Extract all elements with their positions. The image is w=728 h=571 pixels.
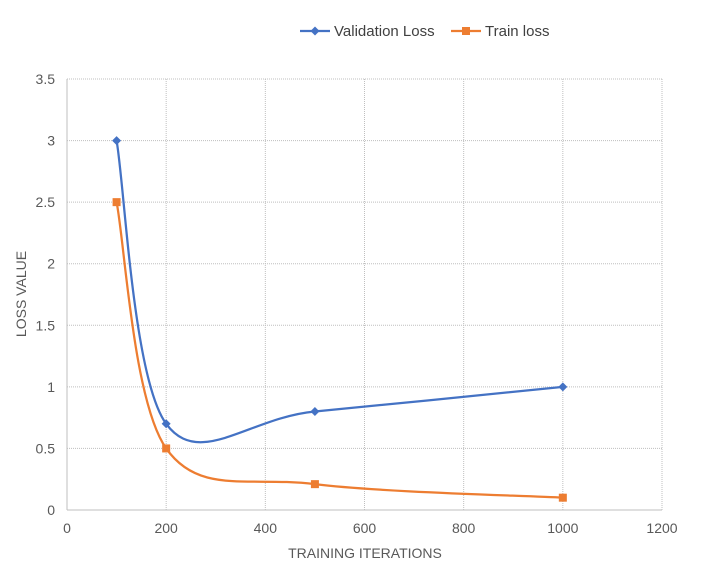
x-tick-label: 1200 — [646, 520, 677, 536]
y-tick-label: 2 — [47, 256, 55, 272]
data-point-validation-loss — [161, 419, 171, 429]
y-axis-title: LOSS VALUE — [13, 251, 29, 337]
gridlines — [66, 78, 663, 511]
legend: Validation Loss Train loss — [300, 23, 549, 40]
x-axis-title: TRAINING ITERATIONS — [288, 545, 442, 561]
data-point-train-loss — [558, 493, 567, 502]
data-point-train-loss — [162, 444, 171, 453]
y-tick-label: 3.5 — [36, 71, 56, 87]
x-axis-ticks: 0 200 400 600 800 1000 1200 — [63, 520, 678, 536]
legend-item-validation-loss: Validation Loss — [300, 23, 435, 40]
legend-label: Validation Loss — [334, 23, 435, 40]
legend-item-train-loss: Train loss — [451, 23, 549, 40]
y-tick-label: 3 — [47, 133, 55, 149]
x-tick-label: 400 — [254, 520, 278, 536]
x-tick-label: 0 — [63, 520, 71, 536]
y-tick-label: 2.5 — [36, 194, 56, 210]
y-tick-label: 0.5 — [36, 440, 56, 456]
data-point-validation-loss — [558, 382, 568, 392]
data-point-validation-loss — [310, 406, 320, 416]
legend-label: Train loss — [485, 23, 549, 40]
y-axis-ticks: 0 0.5 1 1.5 2 2.5 3 3.5 — [36, 71, 56, 518]
series-validation-loss — [112, 136, 568, 444]
data-point-train-loss — [310, 480, 319, 489]
data-point-validation-loss — [112, 136, 122, 146]
x-tick-label: 800 — [452, 520, 476, 536]
y-tick-label: 1 — [47, 379, 55, 395]
series-line-validation-loss — [115, 139, 564, 444]
legend-marker — [310, 26, 320, 36]
x-tick-label: 200 — [154, 520, 178, 536]
legend-marker — [462, 27, 470, 35]
x-tick-label: 600 — [353, 520, 377, 536]
y-tick-label: 0 — [47, 502, 55, 518]
series-line-train-loss — [115, 201, 564, 499]
data-point-train-loss — [112, 198, 121, 207]
series-train-loss — [112, 198, 567, 502]
x-tick-label: 1000 — [547, 520, 578, 536]
y-tick-label: 1.5 — [36, 317, 56, 333]
series-layer — [112, 136, 568, 502]
